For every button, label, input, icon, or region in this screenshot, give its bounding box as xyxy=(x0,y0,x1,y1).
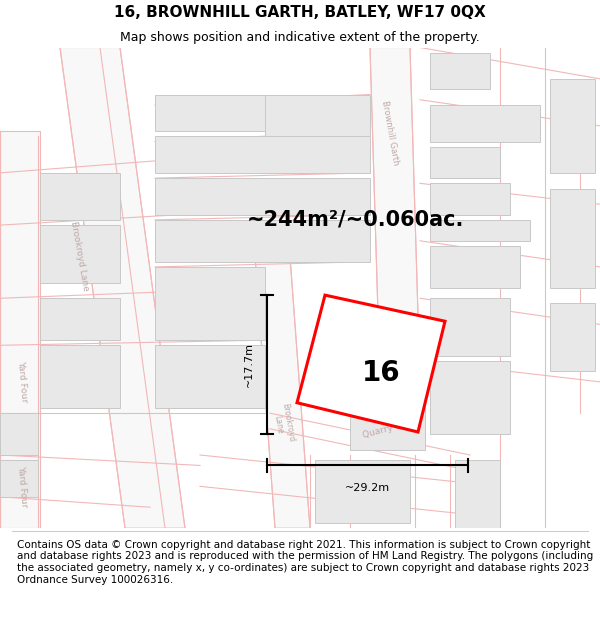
Polygon shape xyxy=(430,147,500,178)
Text: ~17.7m: ~17.7m xyxy=(244,342,254,387)
Text: Brookroyd
Lane: Brookroyd Lane xyxy=(270,402,296,444)
Polygon shape xyxy=(155,267,265,340)
Polygon shape xyxy=(0,460,38,497)
Text: 16: 16 xyxy=(362,359,401,388)
Polygon shape xyxy=(297,295,445,432)
Polygon shape xyxy=(550,304,595,371)
Polygon shape xyxy=(455,460,500,528)
Polygon shape xyxy=(155,94,265,131)
Polygon shape xyxy=(370,48,420,382)
Polygon shape xyxy=(430,298,510,356)
Polygon shape xyxy=(40,225,120,282)
Polygon shape xyxy=(430,220,530,241)
Polygon shape xyxy=(40,345,120,408)
Polygon shape xyxy=(430,183,510,214)
Polygon shape xyxy=(315,460,410,523)
Text: Contains OS data © Crown copyright and database right 2021. This information is : Contains OS data © Crown copyright and d… xyxy=(17,540,593,584)
Text: 16, BROWNHILL GARTH, BATLEY, WF17 0QX: 16, BROWNHILL GARTH, BATLEY, WF17 0QX xyxy=(114,6,486,21)
Polygon shape xyxy=(265,94,370,136)
Text: Yard Four: Yard Four xyxy=(16,361,28,403)
Polygon shape xyxy=(430,246,520,288)
Text: Brownhill Garth: Brownhill Garth xyxy=(380,100,400,166)
Polygon shape xyxy=(550,79,595,173)
Text: ~244m²/~0.060ac.: ~244m²/~0.060ac. xyxy=(247,210,464,230)
Text: Yard Four: Yard Four xyxy=(16,465,28,508)
Polygon shape xyxy=(155,136,370,173)
Polygon shape xyxy=(0,131,40,528)
Polygon shape xyxy=(430,361,510,434)
Polygon shape xyxy=(155,220,370,262)
Polygon shape xyxy=(550,189,595,288)
Polygon shape xyxy=(430,52,490,89)
Text: Map shows position and indicative extent of the property.: Map shows position and indicative extent… xyxy=(120,31,480,44)
Polygon shape xyxy=(0,413,38,455)
Text: ~29.2m: ~29.2m xyxy=(345,483,390,493)
Polygon shape xyxy=(350,356,425,450)
Polygon shape xyxy=(60,48,185,528)
Text: Quarry Lane: Quarry Lane xyxy=(362,418,418,441)
Polygon shape xyxy=(255,256,310,528)
Text: Brookroyd Lane: Brookroyd Lane xyxy=(70,221,91,292)
Polygon shape xyxy=(155,345,265,408)
Polygon shape xyxy=(155,178,370,214)
Polygon shape xyxy=(40,298,120,340)
Polygon shape xyxy=(40,173,120,220)
Polygon shape xyxy=(430,105,540,141)
